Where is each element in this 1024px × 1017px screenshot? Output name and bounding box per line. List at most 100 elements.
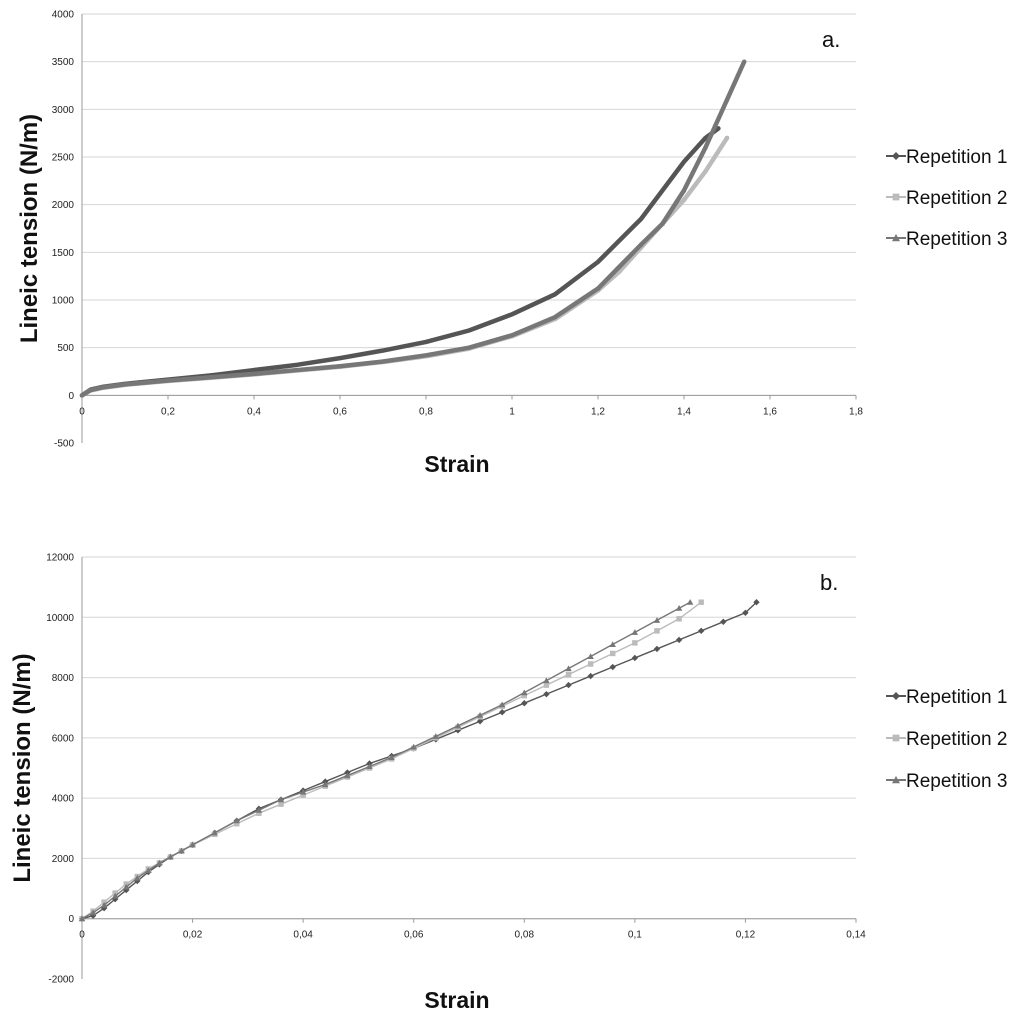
data-point — [682, 198, 686, 202]
panel-label: a. — [822, 27, 840, 52]
data-point — [366, 763, 373, 770]
data-point — [233, 817, 240, 824]
y-tick-label: 2000 — [52, 200, 75, 211]
legend-marker — [892, 692, 900, 700]
data-point — [300, 792, 306, 798]
data-point — [610, 650, 616, 657]
x-tick-label: 1,2 — [591, 406, 605, 417]
data-point — [565, 681, 572, 689]
data-point — [255, 807, 263, 813]
data-point — [337, 364, 343, 369]
data-point — [698, 599, 704, 605]
data-point — [89, 909, 97, 916]
data-point — [101, 385, 106, 389]
data-point — [552, 292, 558, 297]
x-tick-label: 0 — [79, 930, 85, 941]
x-tick-label: 0,4 — [247, 406, 261, 417]
data-point — [476, 718, 484, 725]
panel-label: b. — [820, 570, 838, 595]
y-tick-label: 0 — [68, 391, 74, 402]
data-point — [423, 339, 429, 345]
data-point — [638, 242, 644, 247]
series-2 — [79, 599, 704, 922]
legend: Repetition 1 Repetition 2 Repetition 3 — [886, 147, 1007, 250]
data-point — [211, 829, 218, 836]
x-tick-label: 0,02 — [183, 930, 203, 941]
x-tick-label: 0,8 — [419, 406, 433, 417]
legend-label: Repetition 3 — [906, 771, 1007, 792]
data-point — [543, 690, 550, 698]
data-point — [509, 333, 515, 338]
data-point — [100, 901, 108, 908]
data-point — [294, 367, 300, 372]
data-point — [380, 348, 386, 353]
series-3 — [79, 59, 747, 398]
y-axis-title: Lineic tension (N/m) — [9, 653, 36, 882]
data-point — [337, 355, 343, 361]
data-point — [703, 135, 708, 141]
data-point — [565, 665, 572, 672]
data-point — [189, 841, 196, 848]
data-point — [521, 689, 528, 696]
data-point — [703, 169, 708, 174]
data-point — [681, 188, 687, 193]
data-point — [609, 663, 616, 671]
data-point — [256, 810, 262, 816]
data-point — [617, 264, 622, 269]
data-point — [476, 712, 484, 718]
data-point — [100, 904, 108, 912]
x-tick-label: 0,06 — [404, 930, 424, 941]
data-point — [466, 328, 472, 333]
data-point — [742, 609, 749, 616]
data-point — [79, 393, 85, 398]
data-point — [122, 382, 128, 387]
data-point — [632, 640, 638, 646]
data-point — [742, 59, 747, 64]
series-line — [81, 601, 691, 920]
data-point — [251, 367, 257, 373]
data-point — [703, 145, 708, 150]
legend-label: Repetition 2 — [906, 729, 1007, 750]
data-point — [111, 892, 119, 899]
data-point — [675, 636, 683, 644]
data-point — [388, 754, 395, 761]
data-point — [178, 847, 185, 854]
data-point — [595, 259, 601, 265]
y-tick-label: 3500 — [52, 57, 75, 68]
series-line — [81, 601, 702, 920]
legend: Repetition 1 Repetition 2 Repetition 3 — [886, 687, 1007, 792]
y-tick-label: 2500 — [52, 153, 75, 164]
x-tick-label: 0,12 — [736, 930, 756, 941]
data-point — [344, 772, 351, 779]
y-tick-label: 1500 — [52, 248, 75, 259]
data-point — [676, 616, 682, 622]
data-point — [294, 362, 300, 368]
data-point — [595, 286, 601, 291]
data-point — [681, 159, 687, 164]
data-point — [251, 371, 257, 376]
data-point — [498, 709, 506, 716]
data-point — [134, 874, 141, 881]
data-point — [638, 216, 644, 222]
data-point — [753, 599, 760, 606]
x-tick-label: 0 — [79, 406, 85, 417]
chart-panel-b: -2000 0 2000 4000 6000 8000 10000 12000 0 0,02 0,0… — [9, 553, 1007, 1014]
data-point — [720, 618, 727, 626]
data-point — [88, 387, 93, 392]
data-point — [631, 629, 639, 635]
y-tick-label: 3000 — [52, 105, 75, 116]
y-tick-label: 0 — [68, 914, 74, 925]
data-point — [134, 877, 141, 885]
legend-marker — [892, 234, 900, 242]
data-point — [380, 359, 386, 364]
legend-label: Repetition 1 — [906, 147, 1007, 168]
x-axis-title: Strain — [424, 987, 489, 1013]
x-tick-label: 0,2 — [161, 406, 175, 417]
series-1 — [78, 599, 760, 922]
data-point — [89, 912, 97, 919]
data-point — [410, 743, 417, 750]
data-point — [724, 97, 730, 102]
data-point — [587, 661, 594, 667]
x-tick-label: 1 — [509, 406, 515, 417]
